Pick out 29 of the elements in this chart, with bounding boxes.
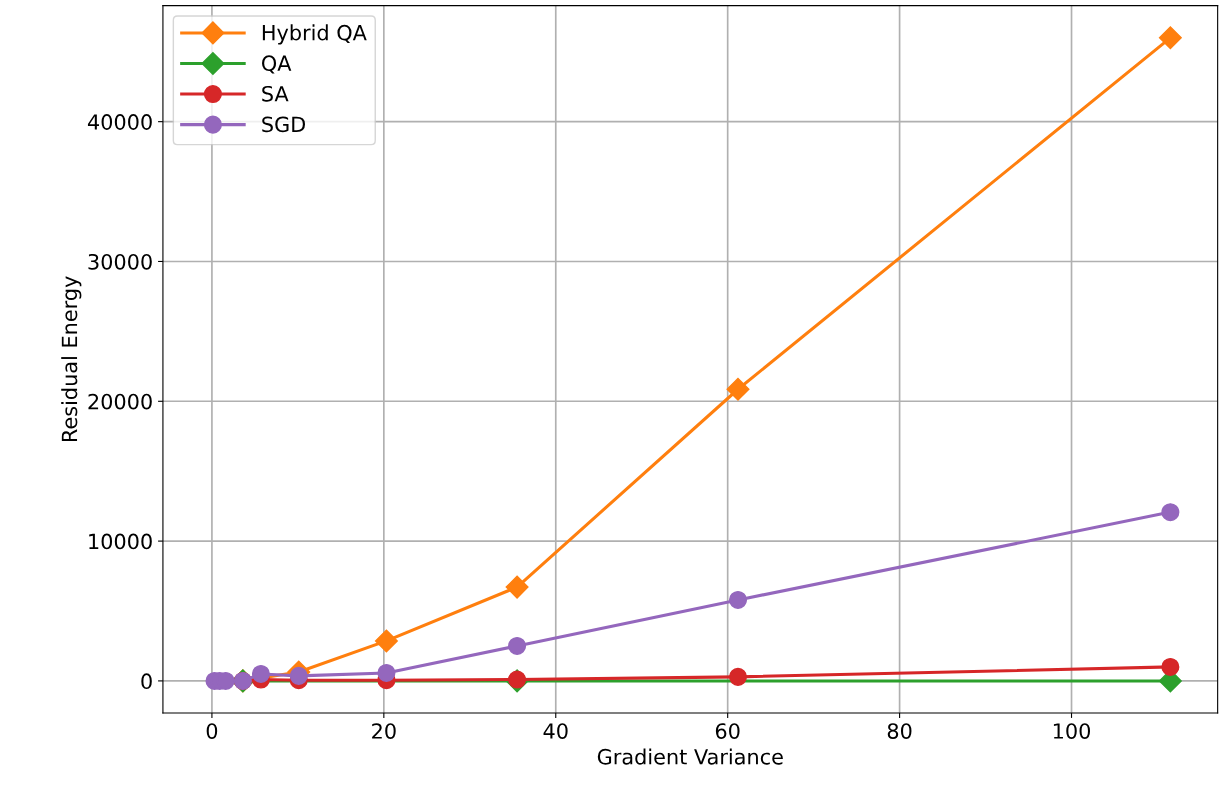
point (377, 663, 396, 682)
x-tick-label: 60 (715, 723, 740, 739)
point (728, 667, 748, 686)
x-tick-label: 100 (1053, 723, 1091, 739)
legend-label: SA (262, 85, 289, 102)
point (508, 636, 527, 655)
point (1161, 503, 1180, 522)
x-tick-label: 20 (372, 723, 396, 739)
point (289, 666, 308, 685)
point (374, 629, 398, 653)
y-tick-label: 30000 (88, 253, 152, 270)
point (505, 575, 529, 599)
x-axis-title: Gradient Variance (597, 748, 783, 765)
point (1161, 657, 1180, 676)
x-tick-label: 0 (206, 723, 218, 739)
legend-label: SGD (262, 116, 306, 133)
y-tick-label: 0 (141, 673, 152, 690)
y-tick-label: 40000 (87, 114, 152, 130)
legend-label: QA (262, 55, 292, 74)
point (251, 664, 270, 683)
x-tick-label: 40 (543, 723, 568, 739)
point (1158, 26, 1182, 50)
y-tick-label: 20000 (88, 393, 152, 410)
y-tick-label: 10000 (89, 533, 152, 550)
legend-label: Hybrid QA (262, 24, 367, 45)
y-axis-title: Residual Energy (61, 276, 82, 442)
point (726, 377, 750, 401)
x-tick-label: 80 (887, 723, 912, 739)
point (728, 590, 748, 609)
